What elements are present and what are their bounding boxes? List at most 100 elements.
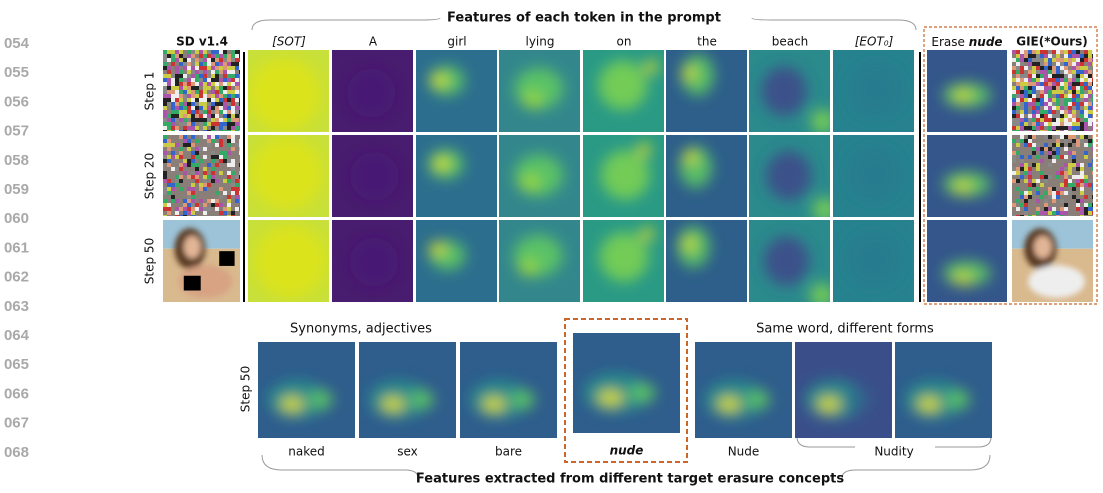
pixel xyxy=(203,171,207,175)
pixel xyxy=(207,106,211,110)
pixel xyxy=(1016,106,1020,110)
pixel xyxy=(175,199,179,203)
blob xyxy=(811,109,835,134)
pixel xyxy=(1072,155,1076,159)
pixel xyxy=(1072,62,1076,66)
pixel xyxy=(227,106,231,110)
pixel xyxy=(1064,203,1068,207)
pixel xyxy=(1064,163,1068,167)
pixel xyxy=(211,106,215,110)
pixel xyxy=(1052,54,1056,58)
pixel xyxy=(223,191,227,195)
pixel xyxy=(1032,130,1036,134)
pixel xyxy=(211,151,215,155)
pixel xyxy=(1048,175,1052,179)
pixel xyxy=(171,58,175,62)
pixel xyxy=(191,191,195,195)
pixel xyxy=(1080,122,1084,126)
pixel xyxy=(1088,130,1092,134)
pixel xyxy=(187,102,191,106)
pixel xyxy=(219,78,223,82)
pixel xyxy=(199,114,203,118)
line-number: 055 xyxy=(4,64,29,81)
pixel xyxy=(223,94,227,98)
pixel xyxy=(215,106,219,110)
pixel xyxy=(1092,70,1096,74)
pixel xyxy=(1036,126,1040,130)
pixel xyxy=(235,62,239,66)
pixel xyxy=(1048,98,1052,102)
pixel xyxy=(1080,215,1084,219)
pixel xyxy=(1060,187,1064,191)
pixel xyxy=(207,122,211,126)
pixel xyxy=(1044,106,1048,110)
column-label: GIE(*Ours) xyxy=(1016,35,1088,49)
pixel xyxy=(215,58,219,62)
censor xyxy=(184,276,201,291)
pixel xyxy=(171,106,175,110)
pixel xyxy=(227,78,231,82)
heatmap-blobs xyxy=(350,238,399,287)
pixel xyxy=(239,143,243,147)
caption: Features extracted from different target… xyxy=(416,472,844,487)
pixel xyxy=(163,175,167,179)
pixel xyxy=(1064,139,1068,143)
pixel xyxy=(1076,90,1080,94)
pixel xyxy=(1080,82,1084,86)
pixel xyxy=(1020,102,1024,106)
pixel xyxy=(1052,159,1056,163)
pixel xyxy=(163,94,167,98)
pixel xyxy=(1068,62,1072,66)
pixel xyxy=(203,74,207,78)
pixel xyxy=(239,58,243,62)
pixel xyxy=(1068,163,1072,167)
pixel xyxy=(219,86,223,90)
pixel xyxy=(1020,74,1024,78)
pixel xyxy=(223,74,227,78)
pixel xyxy=(187,118,191,122)
pixel xyxy=(235,143,239,147)
pixel xyxy=(231,215,235,219)
pixel xyxy=(195,66,199,70)
heatmap xyxy=(332,50,413,132)
pixel xyxy=(1020,191,1024,195)
pixel xyxy=(179,78,183,82)
pixel xyxy=(167,191,171,195)
pixel xyxy=(1020,175,1024,179)
pixel xyxy=(1060,143,1064,147)
pixel xyxy=(1084,110,1088,114)
pixel xyxy=(1032,118,1036,122)
pixel xyxy=(163,102,167,106)
pixel xyxy=(239,147,243,151)
pixel xyxy=(1024,179,1028,183)
pixel xyxy=(227,62,231,66)
pixel xyxy=(211,167,215,171)
pixel xyxy=(1044,66,1048,70)
pixel xyxy=(223,78,227,82)
pixel xyxy=(1088,86,1092,90)
pixel xyxy=(1072,70,1076,74)
pixel xyxy=(191,90,195,94)
pixel xyxy=(239,159,243,163)
heatmap-blobs xyxy=(248,58,321,132)
pixel xyxy=(211,82,215,86)
pixel xyxy=(175,90,179,94)
pixel xyxy=(1024,82,1028,86)
pixel xyxy=(1024,86,1028,90)
heatmap xyxy=(666,135,747,217)
pixel xyxy=(1064,122,1068,126)
pixel xyxy=(1060,90,1064,94)
pixel xyxy=(1076,203,1080,207)
pixel xyxy=(191,143,195,147)
pixel xyxy=(199,94,203,98)
pixel xyxy=(1040,82,1044,86)
pixel xyxy=(215,155,219,159)
blob xyxy=(761,67,806,116)
pixel xyxy=(1068,118,1072,122)
pixel xyxy=(1048,102,1052,106)
pixel xyxy=(1052,78,1056,82)
pixel xyxy=(163,215,167,219)
pixel xyxy=(167,163,171,167)
pixel xyxy=(231,191,235,195)
pixel xyxy=(179,106,183,110)
